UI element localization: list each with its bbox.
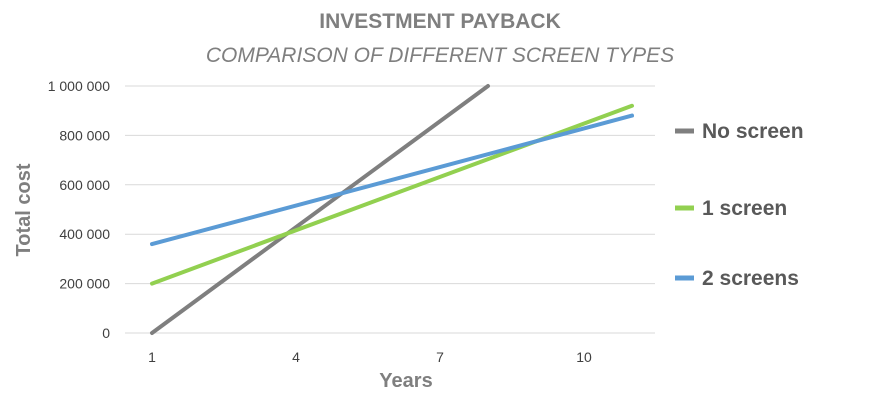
legend-label: No screen	[702, 120, 804, 143]
series-line-no-screen	[150, 84, 490, 335]
x-tick-label: 7	[436, 349, 444, 365]
series-lines	[150, 84, 634, 335]
legend: No screen 1 screen 2 screens	[675, 120, 804, 290]
legend-item: No screen	[675, 120, 804, 143]
legend-label: 2 screens	[702, 267, 799, 290]
y-tick-label: 1 000 000	[48, 78, 110, 94]
y-tick-label: 600 000	[59, 177, 110, 193]
x-axis-ticks: 1 4 7 10	[148, 349, 592, 365]
y-axis-ticks: 0 200 000 400 000 600 000 800 000 1 000 000	[48, 78, 111, 341]
chart-title: INVESTMENT PAYBACK	[319, 10, 561, 33]
series-line-2-screens	[150, 113, 634, 247]
y-tick-label: 200 000	[59, 276, 110, 292]
series-line-1-screen	[150, 103, 634, 286]
legend-item: 1 screen	[675, 197, 787, 220]
x-tick-label: 10	[576, 349, 592, 365]
y-tick-label: 400 000	[59, 226, 110, 242]
x-tick-label: 4	[292, 349, 300, 365]
chart-subtitle: COMPARISON OF DIFFERENT SCREEN TYPES	[206, 44, 674, 67]
y-tick-label: 0	[102, 325, 110, 341]
x-axis-title: Years	[379, 370, 432, 392]
x-tick-label: 1	[148, 349, 156, 365]
y-tick-label: 800 000	[59, 127, 110, 143]
y-axis-title: Total cost	[13, 163, 35, 256]
legend-item: 2 screens	[675, 267, 799, 290]
gridlines	[125, 85, 655, 334]
legend-label: 1 screen	[702, 197, 787, 220]
